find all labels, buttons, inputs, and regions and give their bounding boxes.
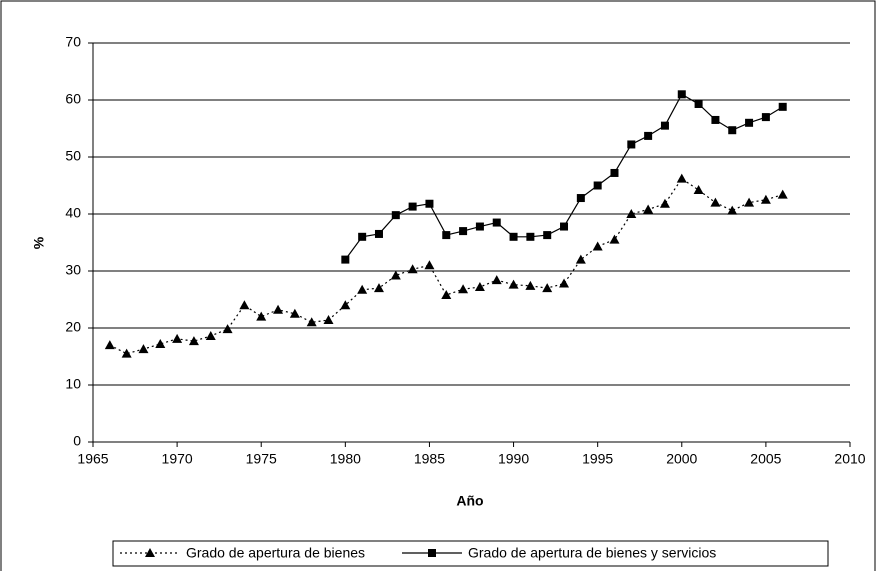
x-tick-label: 2010 xyxy=(834,451,865,467)
data-point xyxy=(341,255,350,264)
data-point xyxy=(172,333,183,343)
data-point xyxy=(644,131,653,140)
y-tick-label: 10 xyxy=(65,376,81,392)
data-point xyxy=(475,222,484,231)
data-point xyxy=(491,275,502,285)
y-axis-title: % xyxy=(31,236,47,249)
data-point xyxy=(693,185,704,195)
data-point xyxy=(138,344,149,354)
data-point xyxy=(408,202,417,211)
x-axis-title: Año xyxy=(456,493,483,509)
data-point xyxy=(778,102,787,111)
data-point xyxy=(239,300,250,310)
y-tick-label: 70 xyxy=(65,34,81,50)
data-point xyxy=(543,231,552,240)
data-point xyxy=(390,270,401,280)
data-point xyxy=(407,264,418,274)
data-point xyxy=(659,198,670,208)
data-point xyxy=(441,289,452,299)
data-point xyxy=(306,317,317,327)
data-point xyxy=(710,197,721,207)
data-point xyxy=(357,284,368,294)
x-tick-label: 1965 xyxy=(77,451,108,467)
data-point xyxy=(627,140,636,149)
data-point xyxy=(121,348,132,358)
legend-marker xyxy=(428,549,436,557)
data-point xyxy=(474,281,485,291)
legend-marker xyxy=(145,548,155,557)
data-point xyxy=(273,304,284,314)
data-point xyxy=(592,241,603,251)
data-point xyxy=(492,218,501,227)
data-point xyxy=(575,254,586,264)
y-tick-label: 0 xyxy=(73,433,81,449)
data-point xyxy=(374,229,383,238)
data-point xyxy=(509,232,518,241)
y-tick-label: 20 xyxy=(65,319,81,335)
data-point xyxy=(728,126,737,135)
data-point xyxy=(559,278,570,288)
legend-box xyxy=(112,540,829,567)
data-point xyxy=(610,168,619,177)
data-point xyxy=(694,99,703,108)
data-point xyxy=(626,209,637,218)
data-point xyxy=(744,197,755,207)
x-tick-label: 2000 xyxy=(666,451,697,467)
data-point xyxy=(442,231,451,240)
data-point xyxy=(424,260,435,270)
x-tick-label: 2005 xyxy=(750,451,781,467)
data-point xyxy=(104,340,115,350)
y-tick-label: 30 xyxy=(65,262,81,278)
x-tick-label: 1995 xyxy=(582,451,613,467)
data-point xyxy=(745,118,754,127)
data-point xyxy=(609,234,620,244)
data-point xyxy=(205,330,216,340)
data-point xyxy=(643,204,654,214)
data-point xyxy=(222,324,233,334)
data-point xyxy=(525,280,536,290)
data-point xyxy=(188,336,199,346)
data-point xyxy=(777,189,788,199)
data-point xyxy=(711,115,720,124)
data-point xyxy=(425,199,434,208)
data-point xyxy=(526,232,535,241)
data-point xyxy=(323,315,334,325)
x-tick-label: 1980 xyxy=(330,451,361,467)
x-tick-label: 1975 xyxy=(246,451,277,467)
data-point xyxy=(340,300,351,310)
data-point xyxy=(358,232,367,241)
data-point xyxy=(459,227,468,236)
data-point xyxy=(542,283,553,293)
x-tick-label: 1985 xyxy=(414,451,445,467)
y-tick-label: 50 xyxy=(65,148,81,164)
data-point xyxy=(677,90,686,99)
data-point xyxy=(155,338,166,348)
data-point xyxy=(676,173,687,183)
data-point xyxy=(660,121,669,130)
data-point xyxy=(761,113,770,122)
data-point xyxy=(391,211,400,220)
data-point xyxy=(458,284,469,294)
y-tick-label: 60 xyxy=(65,91,81,107)
legend-label: Grado de apertura de bienes y servicios xyxy=(468,545,716,561)
data-point xyxy=(256,311,267,321)
data-point xyxy=(576,194,585,203)
data-point xyxy=(560,222,569,231)
x-tick-label: 1990 xyxy=(498,451,529,467)
x-tick-label: 1970 xyxy=(162,451,193,467)
data-point xyxy=(727,205,738,215)
legend-label: Grado de apertura de bienes xyxy=(186,545,365,561)
data-point xyxy=(508,279,519,289)
data-point xyxy=(593,181,602,190)
data-point xyxy=(760,194,771,204)
y-tick-label: 40 xyxy=(65,205,81,221)
data-point xyxy=(289,308,300,318)
data-point xyxy=(373,283,384,293)
